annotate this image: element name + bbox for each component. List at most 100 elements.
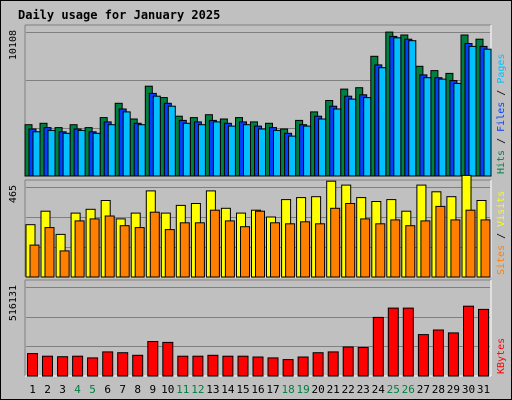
bar-kbytes (117, 352, 129, 377)
bar-sites (375, 223, 386, 278)
bar-sites (194, 222, 205, 278)
bar-pages (303, 125, 312, 177)
panel-visits-sites: 465 Sites / Visits (8, 174, 507, 278)
bar-pages (378, 67, 387, 177)
bar-pages (152, 95, 161, 177)
bar-kbytes (192, 355, 204, 377)
x-tick-label: 10 (161, 383, 174, 396)
bar-kbytes (478, 308, 489, 377)
legend: KBytes (496, 338, 507, 374)
bar-pages (77, 129, 86, 177)
legend-files: Files (496, 102, 507, 132)
bar-pages (333, 108, 342, 177)
bar-kbytes (162, 341, 174, 377)
bar-sites (360, 218, 371, 278)
bar-kbytes (463, 305, 474, 377)
bar-pages (363, 97, 372, 177)
bar-sites (255, 210, 265, 278)
x-tick-label: 16 (251, 383, 264, 396)
bar-pages (212, 121, 221, 177)
panel-hits-files-pages: 10108 Hits / Files / Pages (8, 24, 507, 177)
bar-sites (300, 221, 311, 278)
bar-kbytes (387, 307, 399, 377)
bar-pages (288, 135, 297, 177)
bar-pages (182, 122, 191, 177)
bar-pages (137, 124, 146, 177)
x-tick-label: 3 (59, 383, 66, 396)
bar-pages (227, 125, 236, 177)
bar-kbytes (327, 351, 339, 377)
bar-sites (480, 219, 491, 278)
bar-sites (405, 225, 416, 278)
legend: Hits / Files / Pages (496, 54, 507, 174)
panel-kbytes: 516131 KBytes (8, 279, 507, 377)
x-tick-label: 26 (402, 383, 415, 396)
bar-sites (240, 226, 250, 278)
legend-separator: / (496, 84, 507, 102)
x-tick-label: 28 (432, 383, 445, 396)
bar-kbytes (342, 346, 354, 377)
x-tick-label: 27 (417, 383, 430, 396)
x-tick-label: 12 (191, 383, 204, 396)
bar-kbytes (147, 341, 159, 377)
bar-kbytes (267, 357, 279, 377)
y-max-label: 10108 (8, 30, 19, 60)
x-tick-label: 18 (281, 383, 294, 396)
bar-pages (348, 98, 357, 177)
bar-pages (62, 132, 71, 177)
bar-pages (393, 37, 402, 177)
bar-kbytes (447, 332, 459, 377)
bar-kbytes (72, 355, 84, 377)
x-tick-label: 21 (327, 383, 340, 396)
legend-pages: Pages (496, 54, 507, 84)
bar-pages (122, 111, 131, 177)
bar-kbytes (57, 356, 69, 377)
x-tick-label: 13 (206, 383, 219, 396)
bar-pages (258, 128, 266, 177)
bar-sites (390, 219, 401, 278)
bar-pages (273, 129, 281, 177)
bar-pages (453, 82, 462, 177)
bar-kbytes (372, 316, 384, 377)
bar-pages (92, 132, 101, 177)
chart-title: Daily usage for January 2025 (18, 8, 220, 22)
bar-kbytes (237, 355, 249, 377)
x-tick-label: 19 (296, 383, 309, 396)
bar-kbytes (222, 355, 234, 377)
bar-pages (483, 48, 492, 177)
bar-pages (167, 105, 176, 177)
bar-kbytes (207, 354, 219, 377)
bar-pages (318, 118, 327, 177)
bar-pages (32, 131, 41, 177)
bar-sites (345, 203, 356, 278)
x-tick-label: 5 (89, 383, 96, 396)
bar-kbytes (297, 356, 309, 377)
x-tick-label: 7 (119, 383, 126, 396)
bar-kbytes (27, 353, 38, 377)
bar-kbytes (402, 307, 414, 377)
x-tick-label: 22 (342, 383, 355, 396)
bar-sites (134, 227, 145, 278)
bar-kbytes (42, 355, 53, 377)
x-tick-label: 8 (134, 383, 141, 396)
bar-pages (408, 40, 417, 177)
bar-pages (47, 129, 56, 177)
bar-sites (209, 209, 220, 278)
y-max-label: 516131 (8, 285, 19, 321)
x-tick-label: 2 (44, 383, 51, 396)
x-tick-label: 25 (387, 383, 400, 396)
bar-pages (438, 78, 447, 177)
bar-sites (59, 250, 70, 278)
x-tick-label: 20 (311, 383, 324, 396)
legend-visits: Visits (496, 191, 507, 227)
x-tick-label: 9 (149, 383, 156, 396)
x-tick-label: 29 (447, 383, 460, 396)
x-tick-label: 11 (176, 383, 189, 396)
bar-kbytes (432, 329, 444, 377)
x-tick-label: 4 (74, 383, 81, 396)
x-tick-label: 23 (357, 383, 370, 396)
bar-sites (164, 229, 175, 278)
legend-kbytes: KBytes (496, 338, 507, 374)
bar-pages (197, 124, 206, 177)
